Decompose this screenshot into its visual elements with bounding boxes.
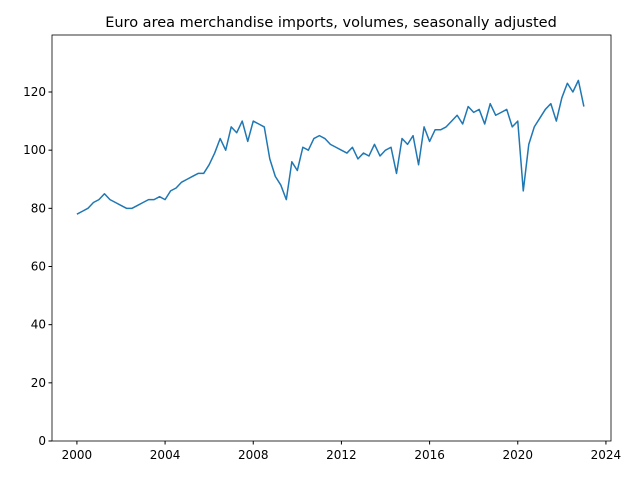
- y-tick-label: 80: [31, 201, 46, 215]
- y-tick-label: 0: [38, 434, 46, 448]
- y-tick-label: 20: [31, 376, 46, 390]
- plot-frame: [51, 34, 612, 442]
- y-tick-label: 60: [31, 260, 46, 274]
- x-tick-label: 2008: [238, 448, 269, 462]
- x-tick-label: 2016: [414, 448, 445, 462]
- x-tick-label: 2012: [326, 448, 357, 462]
- x-tick-label: 2004: [150, 448, 181, 462]
- chart-title: Euro area merchandise imports, volumes, …: [105, 15, 557, 31]
- y-tick-label: 100: [23, 143, 46, 157]
- x-tick-label: 2000: [62, 448, 93, 462]
- x-tick-label: 2020: [502, 448, 533, 462]
- y-tick-label: 120: [23, 85, 46, 99]
- y-tick-label: 40: [31, 318, 46, 332]
- data-line: [76, 79, 585, 215]
- x-tick-label: 2024: [591, 448, 622, 462]
